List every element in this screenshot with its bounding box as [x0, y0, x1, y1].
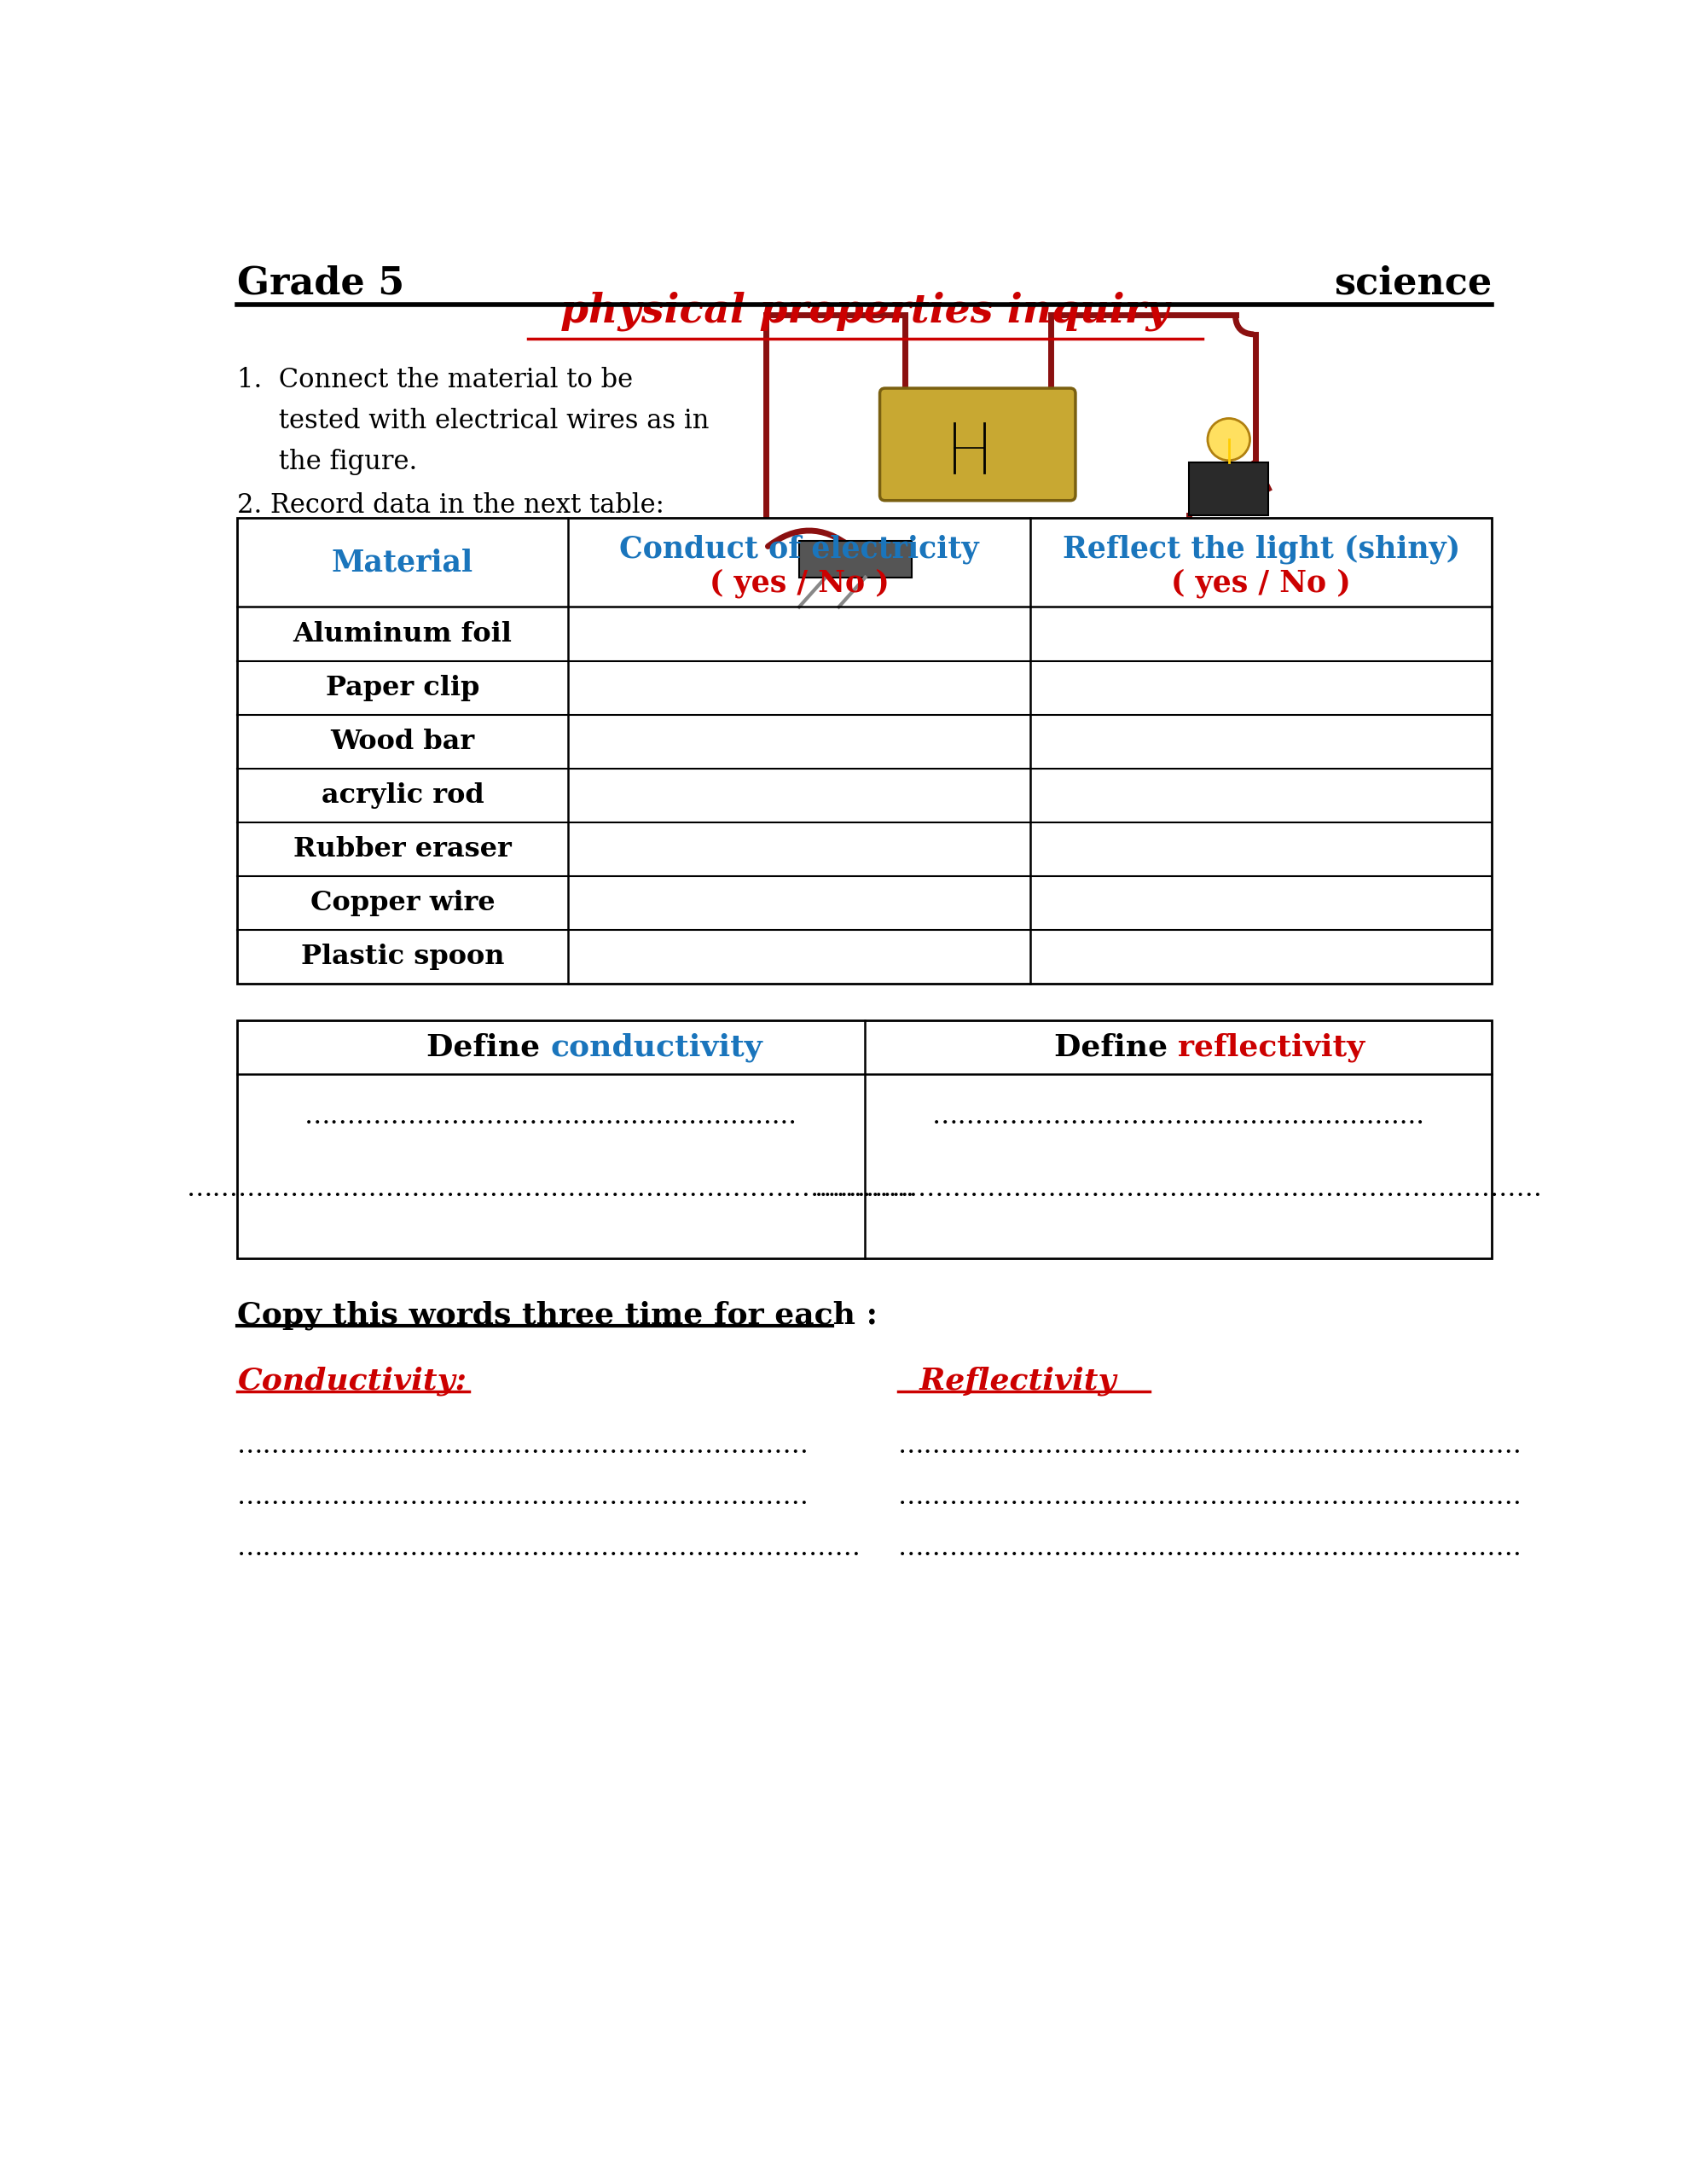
Text: Define: Define — [1054, 1033, 1178, 1061]
Text: reflectivity: reflectivity — [1178, 1033, 1365, 1061]
Text: Define: Define — [427, 1033, 552, 1061]
Text: …………………………............................: …………………………............................ — [931, 1103, 1426, 1129]
Text: ( yes / No ): ( yes / No ) — [1171, 568, 1351, 598]
Bar — [800, 542, 911, 577]
Text: Reflect the light (shiny): Reflect the light (shiny) — [1063, 535, 1459, 563]
Text: ………………………………………………………………: ……………………………………………………………… — [897, 1483, 1523, 1509]
Text: Material: Material — [332, 548, 474, 577]
Text: Aluminum foil: Aluminum foil — [294, 620, 513, 646]
FancyBboxPatch shape — [881, 389, 1075, 500]
Text: Conduct of electricity: Conduct of electricity — [619, 535, 978, 563]
Text: Wood bar: Wood bar — [331, 729, 474, 756]
Text: Conductivity:: Conductivity: — [238, 1367, 467, 1396]
Text: Paper clip: Paper clip — [326, 675, 479, 701]
Bar — [238, 518, 1491, 985]
Text: …………………………............................: …………………………............................ — [304, 1103, 798, 1129]
Text: ………………………………………………………………: ……………………………………………………………… — [897, 1433, 1523, 1459]
Text: acrylic rod: acrylic rod — [321, 782, 484, 808]
Circle shape — [1208, 419, 1250, 461]
Bar — [1189, 463, 1269, 515]
Text: Grade 5: Grade 5 — [238, 264, 405, 301]
Text: Copper wire: Copper wire — [310, 891, 494, 917]
Text: ( yes / No ): ( yes / No ) — [709, 568, 889, 598]
Text: ………………………………………………………………: ……………………………………………………………… — [238, 1535, 862, 1562]
Text: physical properties inquiry: physical properties inquiry — [560, 290, 1169, 332]
Text: Plastic spoon: Plastic spoon — [300, 943, 504, 970]
Text: …………………………………………………………………………: ………………………………………………………………………… — [187, 1175, 914, 1201]
Bar — [238, 1020, 1491, 1258]
Text: …………………………………………………………: ………………………………………………………… — [238, 1483, 810, 1509]
Text: …………………………………………………………………………: ………………………………………………………………………… — [815, 1175, 1542, 1201]
Text: conductivity: conductivity — [552, 1033, 763, 1061]
Text: Copy this words three time for each :: Copy this words three time for each : — [238, 1302, 877, 1330]
Text: Reflectivity: Reflectivity — [897, 1367, 1117, 1396]
Text: ………………………………………………………………: ……………………………………………………………… — [897, 1535, 1523, 1562]
Text: 1.  Connect the material to be
     tested with electrical wires as in
     the : 1. Connect the material to be tested wit… — [238, 367, 710, 476]
Text: Rubber eraser: Rubber eraser — [294, 836, 511, 863]
Text: science: science — [1334, 264, 1491, 301]
Text: 2. Record data in the next table:: 2. Record data in the next table: — [238, 491, 665, 518]
Text: …………………………………………………………: ………………………………………………………… — [238, 1433, 810, 1459]
